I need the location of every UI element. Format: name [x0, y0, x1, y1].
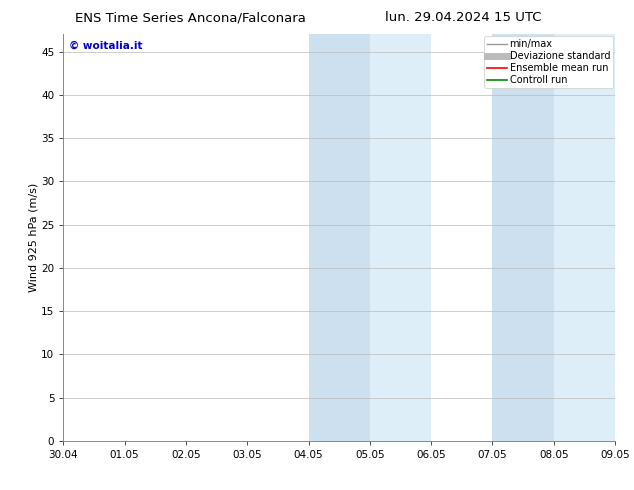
Bar: [553, 34, 615, 441]
Bar: [309, 34, 370, 441]
Y-axis label: Wind 925 hPa (m/s): Wind 925 hPa (m/s): [29, 183, 38, 292]
Text: lun. 29.04.2024 15 UTC: lun. 29.04.2024 15 UTC: [385, 11, 541, 24]
Bar: [370, 34, 431, 441]
Text: © woitalia.it: © woitalia.it: [69, 40, 143, 50]
Legend: min/max, Deviazione standard, Ensemble mean run, Controll run: min/max, Deviazione standard, Ensemble m…: [484, 36, 613, 88]
Bar: [493, 34, 553, 441]
Text: ENS Time Series Ancona/Falconara: ENS Time Series Ancona/Falconara: [75, 11, 306, 24]
